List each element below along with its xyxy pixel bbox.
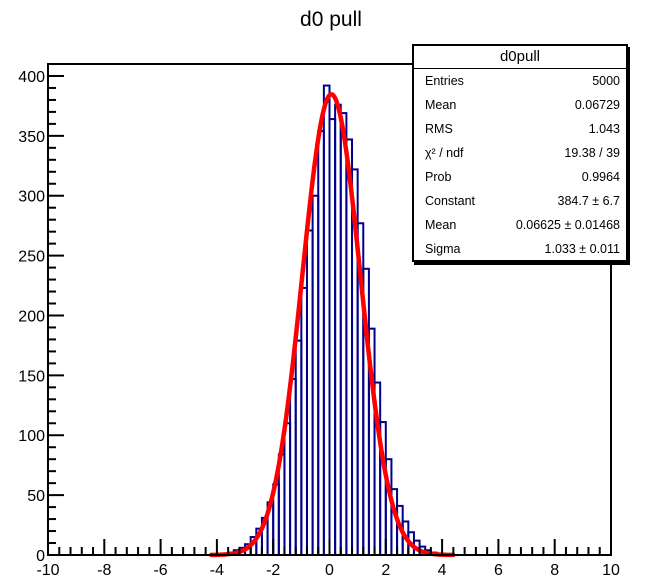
stats-value: 0.9964	[581, 170, 620, 184]
stats-label: RMS	[425, 122, 453, 136]
y-tick-label: 100	[18, 428, 45, 445]
x-tick-label: -6	[153, 562, 167, 579]
stats-row-chi2-ndf: χ² / ndf 19.38 / 39	[414, 141, 626, 165]
y-tick-label: 400	[18, 69, 45, 86]
histogram-bars	[215, 84, 444, 557]
x-tick-label: -8	[97, 562, 111, 579]
x-tick-label: 2	[381, 562, 390, 579]
stats-label: χ² / ndf	[425, 146, 464, 160]
stats-row-mean: Mean 0.06729	[414, 93, 626, 117]
stats-value: 1.043	[588, 122, 620, 136]
stats-box: d0pull Entries 5000 Mean 0.06729 RMS 1.0…	[412, 44, 628, 262]
stats-label: Mean	[425, 218, 457, 232]
stats-value: 19.38 / 39	[564, 146, 620, 160]
y-tick-label: 0	[36, 548, 45, 565]
x-tick-label: 8	[550, 562, 559, 579]
stats-value: 0.06729	[574, 98, 620, 112]
axes	[47, 63, 612, 556]
stats-label: Sigma	[425, 242, 461, 256]
stats-row-constant: Constant 384.7 ± 6.7	[414, 189, 626, 213]
x-tick-label: 10	[602, 562, 620, 579]
stats-value: 0.06625 ± 0.01468	[515, 218, 620, 232]
stats-row-fit-mean: Mean 0.06625 ± 0.01468	[414, 213, 626, 237]
y-tick-label: 300	[18, 189, 45, 206]
stats-value: 5000	[592, 74, 620, 88]
stats-label: Constant	[425, 194, 476, 208]
fit-curve	[209, 92, 456, 558]
y-tick-label: 250	[18, 249, 45, 266]
stats-box-title: d0pull	[414, 46, 626, 69]
stats-label: Prob	[425, 170, 452, 184]
x-tick-label: 6	[494, 562, 503, 579]
x-tick-label: -2	[266, 562, 280, 579]
gaussian-fit	[209, 92, 456, 558]
stats-row-entries: Entries 5000	[414, 69, 626, 93]
stats-row-rms: RMS 1.043	[414, 117, 626, 141]
stats-row-prob: Prob 0.9964	[414, 165, 626, 189]
y-tick-label: 200	[18, 308, 45, 325]
stats-label: Mean	[425, 98, 457, 112]
stats-row-sigma: Sigma 1.033 ± 0.011	[414, 237, 626, 261]
y-tick-label: 150	[18, 368, 45, 385]
stats-value: 1.033 ± 0.011	[544, 242, 620, 256]
x-tick-label: 4	[438, 562, 447, 579]
tick-labels: -10 -8 -6 -4 -2 0 2 4 6 8 100501001502002503003504…	[18, 69, 620, 579]
stats-value: 384.7 ± 6.7	[557, 194, 620, 208]
x-tick-label: 0	[325, 562, 334, 579]
y-tick-label: 50	[27, 488, 45, 505]
chart-title: d0 pull	[300, 8, 362, 31]
stats-label: Entries	[425, 74, 464, 88]
x-tick-label: -10	[36, 562, 59, 579]
y-tick-label: 350	[18, 129, 45, 146]
x-tick-label: -4	[210, 562, 224, 579]
